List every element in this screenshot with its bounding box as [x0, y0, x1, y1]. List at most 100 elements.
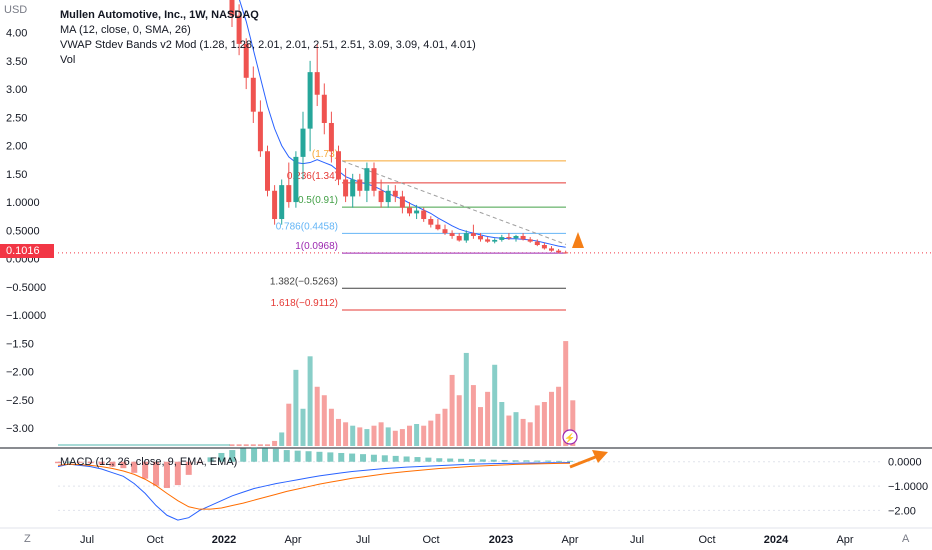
signal-line — [57, 462, 571, 510]
price-axis-tick: 4.00 — [6, 28, 27, 40]
trend-line — [341, 160, 567, 245]
macd-histogram-bar — [545, 460, 552, 462]
macd-histogram-bar — [240, 448, 247, 462]
macd-histogram-bar — [294, 450, 301, 462]
time-axis-tick: Jul — [630, 534, 644, 546]
macd-axis-tick: −2.00 — [888, 505, 916, 517]
candle-body — [307, 72, 313, 129]
candle-body — [272, 190, 278, 220]
volume-bar — [385, 427, 391, 446]
volume-bar — [300, 408, 306, 446]
candle-body — [343, 179, 349, 197]
auto-scale-button[interactable]: A — [902, 533, 910, 545]
volume-bar — [364, 429, 370, 446]
macd-histogram-bar — [196, 461, 203, 464]
time-axis-tick: Apr — [836, 534, 853, 546]
price-axis-tick: −1.50 — [6, 338, 34, 350]
macd-arrow-shaft — [569, 454, 599, 469]
macd-histogram-bar — [360, 454, 367, 462]
fib-level-label: 1.382(−0.5263) — [270, 276, 338, 287]
macd-histogram-bar — [316, 451, 323, 462]
event-lightning-icon — [562, 429, 578, 445]
macd-histogram-bar — [229, 450, 236, 462]
volume-bar — [272, 440, 278, 446]
volume-bar — [279, 432, 285, 446]
macd-histogram-bar — [501, 459, 508, 462]
macd-indicator-label[interactable]: MACD (12, 26, close, 9, EMA, EMA) — [60, 456, 238, 468]
volume-bar — [357, 427, 363, 446]
candle-body — [300, 128, 306, 157]
candle-body — [293, 156, 299, 203]
candle-body — [385, 190, 391, 203]
candle-body — [421, 210, 427, 220]
candle-body — [499, 237, 505, 240]
time-axis-tick: 2023 — [489, 534, 513, 546]
candle-body — [350, 179, 356, 197]
macd-histogram-bar — [458, 458, 465, 462]
indicator-ma[interactable]: MA (12, close, 0, SMA, 26) — [60, 24, 191, 36]
time-axis-tick: 2024 — [764, 534, 789, 546]
candle-body — [435, 224, 441, 230]
candle-body — [506, 237, 512, 239]
macd-histogram-bar — [392, 455, 399, 462]
macd-histogram-bar — [567, 460, 573, 462]
macd-histogram-bar — [261, 448, 268, 462]
price-axis-tick: 3.50 — [6, 56, 27, 68]
volume-bar — [520, 418, 526, 446]
candle-body — [485, 239, 491, 242]
macd-line — [57, 461, 571, 521]
indicator-vwap[interactable]: VWAP Stdev Bands v2 Mod (1.28, 1.28, 2.0… — [60, 39, 476, 51]
volume-bar — [321, 395, 327, 446]
candle-body — [534, 241, 540, 246]
candle-body — [520, 235, 526, 240]
time-axis-tick: Apr — [561, 534, 578, 546]
volume-bar — [442, 408, 448, 446]
macd-histogram-bar — [523, 460, 530, 462]
macd-histogram-bar — [447, 458, 454, 462]
up-arrow-marker — [572, 232, 584, 248]
candle-body — [463, 233, 469, 241]
volume-bar — [428, 420, 434, 446]
volume-bar — [229, 444, 235, 446]
macd-histogram-bar — [414, 457, 421, 462]
volume-bar — [435, 413, 441, 446]
macd-histogram-bar — [305, 451, 312, 462]
price-axis-tick: 2.00 — [6, 141, 27, 153]
zoom-reset-button[interactable]: Z — [24, 533, 31, 545]
price-axis-tick: 3.00 — [6, 84, 27, 96]
macd-histogram-bar — [163, 461, 170, 489]
candle-body — [321, 94, 327, 123]
candle-body — [492, 239, 498, 242]
time-axis-tick: Jul — [80, 534, 94, 546]
macd-histogram-bar — [283, 450, 290, 462]
volume-bar — [527, 422, 533, 446]
candle-body — [229, 0, 235, 16]
candle-body — [236, 15, 242, 44]
macd-histogram-bar — [272, 448, 279, 462]
volume-bar — [236, 444, 242, 446]
volume-bar — [378, 422, 384, 446]
volume-bar — [499, 402, 505, 446]
macd-histogram-bar — [370, 454, 377, 462]
indicator-vol[interactable]: Vol — [60, 54, 76, 66]
macd-histogram-bar — [98, 461, 105, 465]
macd-histogram-bar — [381, 455, 388, 462]
volume-bar — [293, 369, 299, 446]
volume-bar — [549, 391, 554, 446]
candle-body — [414, 210, 420, 214]
macd-histogram-bar — [251, 447, 258, 462]
currency-label: USD — [4, 4, 28, 16]
candle-body — [279, 185, 285, 220]
time-axis-tick: Oct — [698, 534, 715, 546]
chart-legend: Mullen Automotive, Inc., 1W, NASDAQ MA (… — [60, 8, 476, 68]
price-axis-tick: −1.0000 — [6, 310, 46, 322]
candle-body — [286, 185, 292, 203]
candle-body — [556, 250, 562, 253]
symbol-title: Mullen Automotive, Inc., 1W, NASDAQ — [60, 9, 259, 21]
volume-bar — [506, 415, 512, 446]
volume-bar — [421, 425, 427, 446]
fib-level-label: (1.73) — [312, 149, 338, 160]
candle-body — [449, 233, 455, 236]
volume-bar — [470, 385, 476, 446]
